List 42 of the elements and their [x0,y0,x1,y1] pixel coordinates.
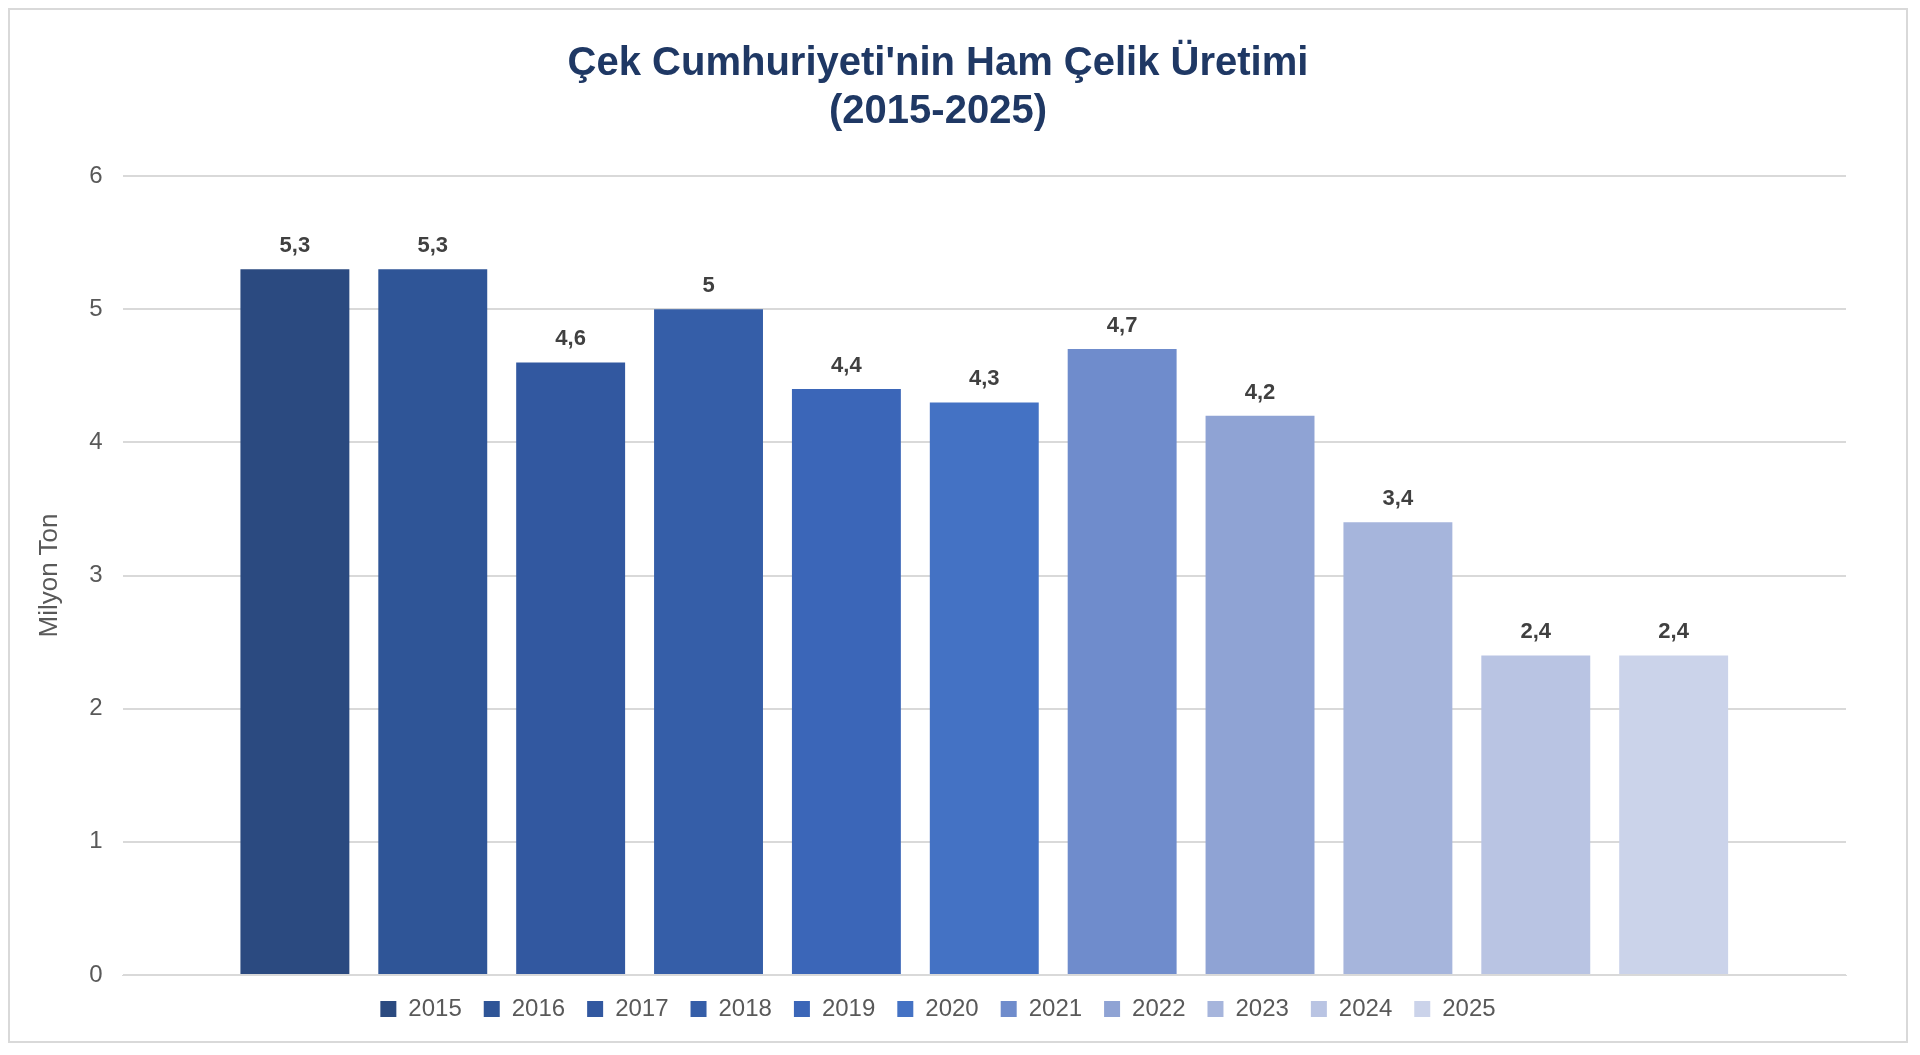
data-label: 5,3 [279,232,311,258]
y-tick-label: 4 [89,426,103,454]
data-label: 4,7 [1106,312,1138,338]
legend-label: 2018 [718,993,772,1021]
bar [516,362,626,974]
bar [654,309,763,974]
legend-label: 2017 [615,993,669,1021]
bar [1205,415,1315,974]
bar [791,389,901,974]
chart-title: Çek Cumhuriyeti'nin Ham Çelik Üretimi (2015-2025) [567,39,1309,132]
data-label: 4,2 [1244,378,1276,404]
legend-label: 2022 [1132,993,1186,1021]
y-tick-label: 3 [89,560,103,588]
bar [240,269,350,974]
data-label: 3,4 [1382,485,1414,511]
data-label: 4,4 [831,352,863,378]
data-label: 5,3 [417,232,449,258]
bar [929,402,1039,974]
bar [1067,349,1177,974]
y-tick-label: 1 [89,826,103,854]
bar [1481,655,1591,974]
y-tick-label: 6 [89,160,103,188]
data-label: 4,3 [968,365,1000,391]
bar [378,269,488,974]
bar [1343,522,1453,974]
y-tick-label: 5 [89,293,103,321]
legend-label: 2015 [408,993,462,1021]
legend-label: 2021 [1028,993,1083,1021]
legend-label: 2016 [511,993,566,1021]
y-tick-label: 0 [89,959,103,987]
y-tick-label: 2 [89,693,103,721]
data-label: 5 [702,272,715,298]
legend-label: 2020 [925,993,979,1021]
data-label: 2,4 [1520,618,1552,644]
legend-label: 2023 [1235,993,1289,1021]
bar [1619,655,1729,974]
legend-label: 2019 [821,993,876,1021]
legend-label: 2025 [1442,993,1496,1021]
legend-label: 2024 [1338,993,1393,1021]
y-axis-title: Milyon Ton [32,513,63,638]
data-label: 2,4 [1658,618,1690,644]
data-label: 4,6 [555,325,586,351]
